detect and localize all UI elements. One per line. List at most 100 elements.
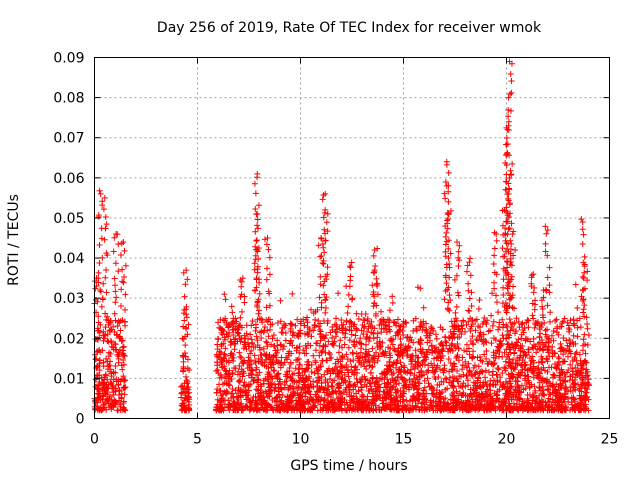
data-point: [363, 334, 370, 341]
data-point: [116, 333, 123, 340]
data-point: [580, 336, 587, 343]
data-point: [448, 342, 455, 349]
data-point: [274, 371, 281, 378]
data-point: [317, 281, 324, 288]
data-point: [397, 359, 404, 366]
data-point: [546, 318, 553, 325]
data-point: [558, 406, 565, 413]
data-point: [360, 331, 367, 338]
data-point: [436, 381, 443, 388]
data-point: [345, 291, 352, 298]
data-point: [517, 403, 524, 410]
data-point: [556, 387, 563, 394]
data-point: [363, 396, 370, 403]
data-point: [461, 347, 468, 354]
data-point: [311, 404, 318, 411]
data-point: [580, 309, 587, 316]
data-point: [184, 384, 191, 391]
data-point: [425, 362, 432, 369]
data-point: [381, 405, 388, 412]
data-point: [415, 389, 422, 396]
data-point: [515, 336, 522, 343]
data-point: [529, 344, 536, 351]
data-point: [581, 341, 588, 348]
data-point: [551, 350, 558, 357]
data-point: [94, 363, 101, 370]
data-point: [567, 387, 574, 394]
data-point: [483, 355, 490, 362]
data-point: [445, 401, 452, 408]
data-point: [357, 335, 364, 342]
data-point: [120, 279, 127, 286]
data-point: [490, 354, 497, 361]
data-point: [256, 279, 263, 286]
data-point: [528, 357, 535, 364]
data-point: [446, 274, 453, 281]
data-point: [258, 335, 265, 342]
data-point: [544, 252, 551, 259]
data-point: [442, 195, 449, 202]
data-point: [372, 263, 379, 270]
data-point: [563, 337, 570, 344]
y-tick-label: 0.05: [53, 211, 84, 227]
data-point: [226, 321, 233, 328]
data-point: [542, 240, 549, 247]
data-point: [118, 394, 125, 401]
data-point: [505, 94, 512, 101]
data-point: [182, 281, 189, 288]
data-point: [115, 241, 122, 248]
data-point: [240, 360, 247, 367]
data-point: [221, 291, 228, 298]
data-point: [111, 234, 118, 241]
data-point: [583, 314, 590, 321]
data-point: [506, 186, 513, 193]
data-point: [507, 237, 514, 244]
x-tick-label: 5: [193, 432, 202, 448]
data-point: [239, 407, 246, 414]
data-point: [421, 384, 428, 391]
data-point: [98, 303, 105, 310]
data-point: [509, 321, 516, 328]
data-point: [253, 237, 260, 244]
data-point: [569, 339, 576, 346]
data-point: [562, 394, 569, 401]
data-point: [358, 376, 365, 383]
data-point: [424, 334, 431, 341]
data-point: [463, 407, 470, 414]
data-point: [370, 252, 377, 259]
data-point: [255, 386, 262, 393]
data-point: [95, 395, 102, 402]
data-point: [437, 393, 444, 400]
data-point: [94, 336, 101, 343]
data-point: [120, 356, 127, 363]
data-point: [237, 393, 244, 400]
data-point: [266, 271, 273, 278]
data-point: [384, 316, 391, 323]
data-point: [95, 279, 102, 286]
data-point: [420, 304, 427, 311]
data-point: [374, 245, 381, 252]
data-point: [368, 364, 375, 371]
data-point: [322, 237, 329, 244]
data-point: [508, 78, 515, 85]
data-point: [525, 317, 532, 324]
data-point: [484, 386, 491, 393]
data-point: [373, 275, 380, 282]
data-point: [557, 392, 564, 399]
data-point: [549, 383, 556, 390]
data-point: [558, 384, 565, 391]
data-point: [376, 391, 383, 398]
data-point: [490, 398, 497, 405]
data-point: [580, 347, 587, 354]
data-point: [105, 338, 112, 345]
data-point: [526, 384, 533, 391]
data-point: [120, 343, 127, 350]
data-point: [320, 385, 327, 392]
data-point: [219, 391, 226, 398]
data-point: [387, 328, 394, 335]
data-point: [422, 361, 429, 368]
data-point: [307, 381, 314, 388]
data-point: [371, 359, 378, 366]
data-point: [322, 230, 329, 237]
data-point: [443, 280, 450, 287]
